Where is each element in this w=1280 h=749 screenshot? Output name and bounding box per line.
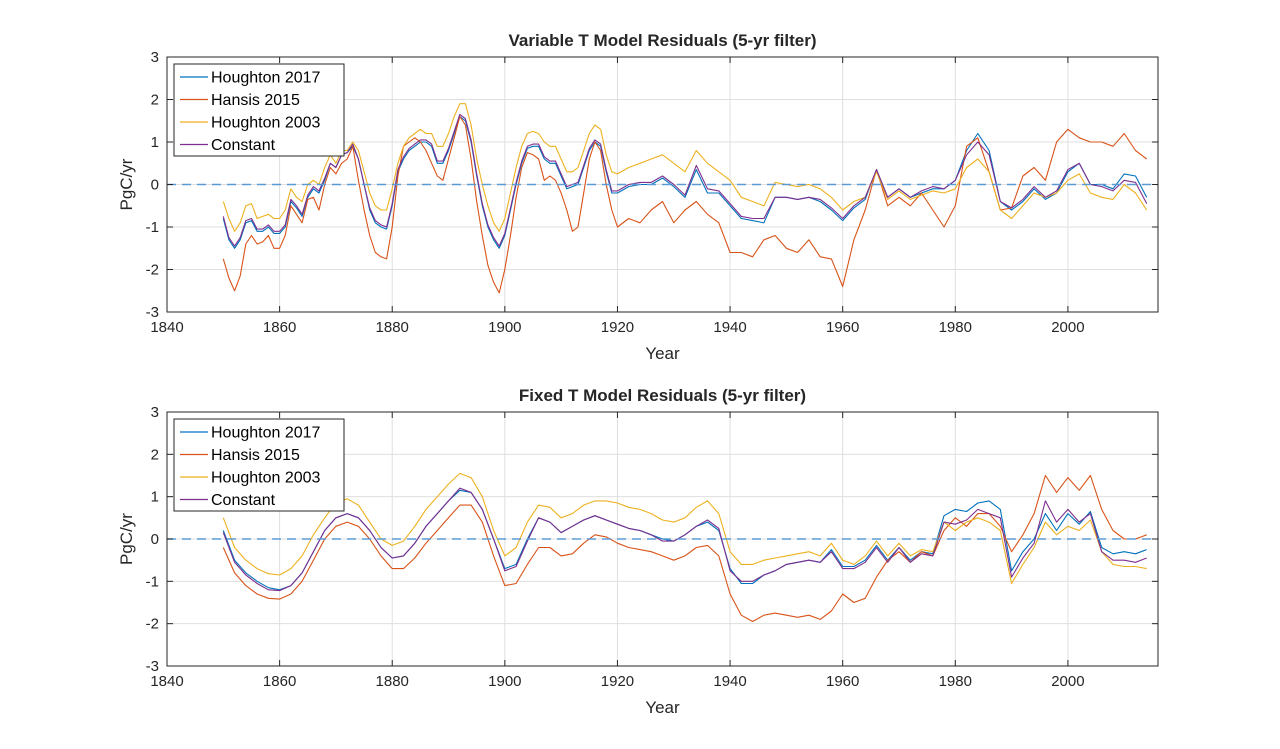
y-tick-label: 3: [151, 404, 159, 421]
legend-label: Houghton 2003: [211, 470, 321, 487]
series-lines: [222, 472, 1147, 623]
legend-label: Houghton 2017: [211, 425, 321, 442]
x-tick-label: 1940: [713, 673, 746, 690]
y-axis-label: PgC/yr: [117, 158, 136, 210]
series-lines: [222, 103, 1148, 294]
axis-ticks: 1840 1860 1880 1900 1920 1940 1960 1980 2000 3 2 1 0…: [146, 404, 1158, 690]
x-tick-label: 1980: [939, 673, 972, 690]
y-tick-label: 1: [151, 134, 159, 151]
y-tick-label: -1: [146, 573, 159, 590]
x-tick-label: 1840: [150, 319, 183, 336]
y-tick-label: 0: [151, 177, 159, 194]
y-axis-label: PgC/yr: [117, 513, 136, 565]
x-tick-label: 1860: [263, 319, 296, 336]
legend: Houghton 2017 Hansis 2015 Houghton 2003 Con…: [173, 63, 345, 157]
x-tick-label: 1880: [376, 319, 409, 336]
legend-label: Houghton 2017: [211, 70, 321, 87]
series-line-constant: [222, 113, 1148, 247]
legend-item-constant: Constant: [180, 492, 276, 509]
legend-label: Hansis 2015: [211, 447, 300, 464]
legend-item-hansis2015: Hansis 2015: [180, 447, 300, 464]
x-tick-label: 1960: [826, 673, 859, 690]
legend-item-houghton2017: Houghton 2017: [180, 425, 321, 442]
legend-item-houghton2003: Houghton 2003: [180, 470, 321, 487]
legend-label: Constant: [211, 137, 276, 154]
x-tick-label: 1900: [488, 319, 521, 336]
x-tick-label: 1920: [601, 673, 634, 690]
x-tick-label: 1960: [826, 319, 859, 336]
x-axis-label: Year: [645, 698, 680, 717]
legend-label: Houghton 2003: [211, 115, 321, 132]
y-tick-label: -3: [146, 304, 159, 321]
x-tick-label: 1900: [488, 673, 521, 690]
y-tick-label: 0: [151, 531, 159, 548]
series-line-houghton2003: [222, 472, 1147, 585]
legend-box: [173, 418, 345, 512]
x-tick-label: 1880: [376, 673, 409, 690]
legend-item-houghton2003: Houghton 2003: [180, 115, 321, 132]
x-tick-label: 1940: [713, 319, 746, 336]
y-tick-label: 2: [151, 92, 159, 109]
axis-ticks: 1840 1860 1880 1900 1920 1940 1960 1980 2000 3 2 1 0…: [146, 49, 1158, 336]
x-tick-label: 1920: [601, 319, 634, 336]
series-line-houghton2003: [222, 103, 1148, 232]
y-tick-label: -1: [146, 219, 159, 236]
series-line-hansis2015: [222, 474, 1147, 623]
y-tick-label: -2: [146, 616, 159, 633]
x-tick-label: 1860: [263, 673, 296, 690]
chart-title: Fixed T Model Residuals (5-yr filter): [519, 386, 806, 405]
x-tick-label: 1840: [150, 673, 183, 690]
y-tick-label: 2: [151, 446, 159, 463]
legend-label: Hansis 2015: [211, 92, 300, 109]
y-tick-label: -2: [146, 262, 159, 279]
series-line-hansis2015: [222, 115, 1148, 294]
chart-panel-1: 1840 1860 1880 1900 1920 1940 1960 1980 2000 3 2 1 0…: [117, 31, 1159, 363]
y-tick-label: -3: [146, 658, 159, 675]
series-line-constant: [222, 487, 1147, 592]
legend-item-constant: Constant: [180, 137, 276, 154]
legend-label: Constant: [211, 492, 276, 509]
x-tick-label: 2000: [1051, 673, 1084, 690]
legend-item-houghton2017: Houghton 2017: [180, 70, 321, 87]
y-tick-label: 1: [151, 489, 159, 506]
y-tick-label: 3: [151, 49, 159, 66]
x-axis-label: Year: [645, 344, 680, 363]
chart-title: Variable T Model Residuals (5-yr filter): [509, 31, 817, 50]
chart-panel-2: 1840 1860 1880 1900 1920 1940 1960 1980 2000 3 2 1 0…: [117, 386, 1159, 717]
x-tick-label: 2000: [1051, 319, 1084, 336]
legend: Houghton 2017 Hansis 2015 Houghton 2003 Con…: [173, 418, 345, 512]
legend-item-hansis2015: Hansis 2015: [180, 92, 300, 109]
legend-box: [173, 63, 345, 157]
x-tick-label: 1980: [939, 319, 972, 336]
